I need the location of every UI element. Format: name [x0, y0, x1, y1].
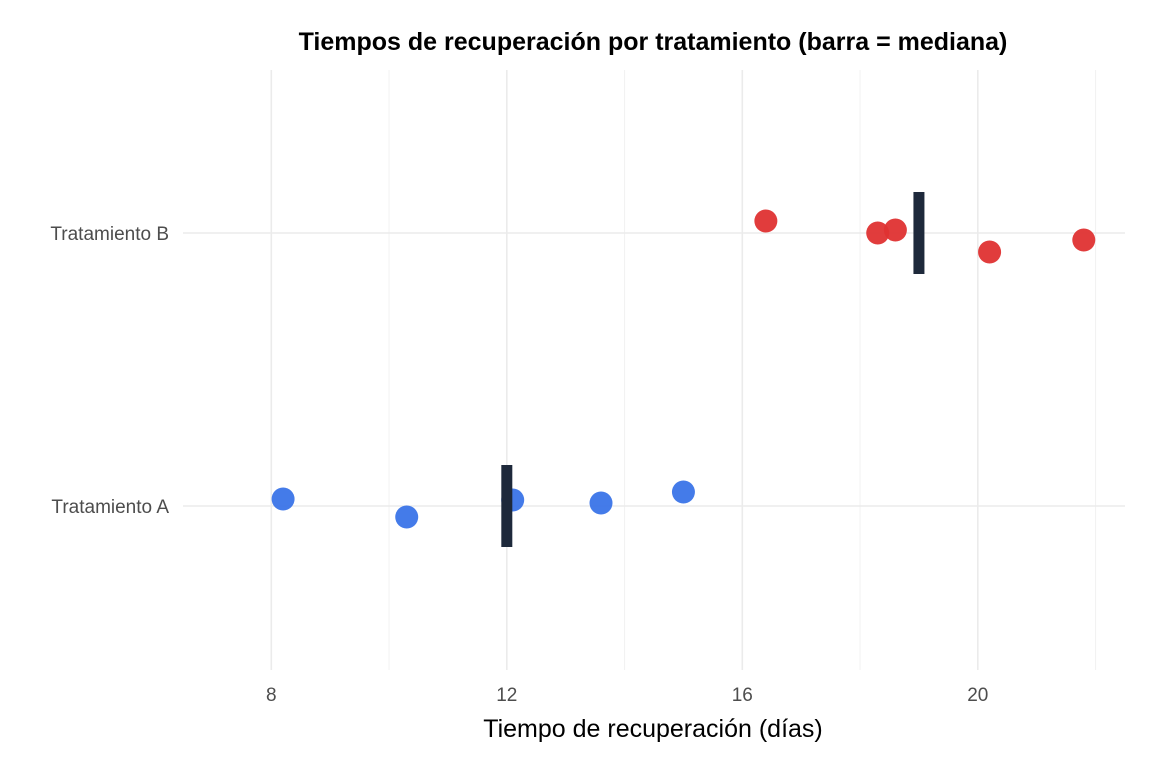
data-point [754, 209, 778, 233]
chart-title: Tiempos de recuperación por tratamiento … [299, 28, 1008, 56]
median-bar [501, 465, 513, 547]
tick-labels: 8 12 16 20 Tratamiento A Tratamiento B [50, 224, 988, 706]
x-tick-label: 12 [496, 685, 517, 706]
data-point [978, 240, 1002, 264]
y-tick-label: Tratamiento B [50, 224, 169, 245]
data-point [866, 221, 890, 245]
x-tick-label: 8 [266, 685, 277, 706]
data-point [671, 480, 695, 504]
data-point [1072, 228, 1096, 252]
data-point [883, 218, 907, 242]
x-axis-label: Tiempo de recuperación (días) [483, 715, 823, 743]
y-tick-label: Tratamiento A [51, 497, 169, 518]
data-point [395, 505, 419, 529]
data-point [271, 487, 295, 511]
median-bar [913, 192, 925, 274]
chart-marks [271, 192, 1096, 547]
x-tick-label: 16 [732, 685, 753, 706]
data-point [589, 491, 613, 515]
grid-lines [183, 70, 1125, 670]
x-tick-label: 20 [967, 685, 988, 706]
